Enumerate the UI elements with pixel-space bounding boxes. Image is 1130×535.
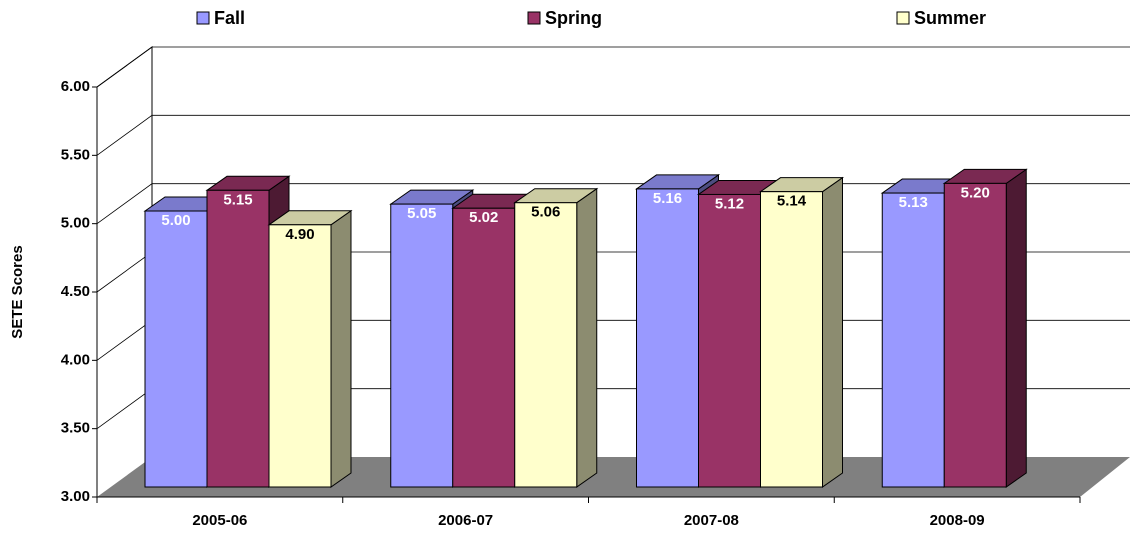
y-tick-label: 4.00 xyxy=(61,351,90,368)
legend-label: Fall xyxy=(214,8,245,28)
bar xyxy=(267,209,353,488)
legend-label: Spring xyxy=(545,8,602,28)
y-tick-label: 5.00 xyxy=(61,215,90,232)
wall-edge xyxy=(96,46,153,457)
bar-front xyxy=(452,207,516,488)
bar xyxy=(758,176,845,488)
legend-swatch xyxy=(527,11,541,25)
value-label: 5.14 xyxy=(777,193,807,210)
legend-swatch xyxy=(196,11,210,25)
y-tick-label: 3.00 xyxy=(61,488,90,505)
bar-front xyxy=(206,189,270,488)
x-tick-label: 2007-08 xyxy=(684,512,739,529)
value-label: 5.02 xyxy=(469,209,498,226)
bar-front xyxy=(881,192,945,488)
bar xyxy=(942,168,1028,488)
x-tick-label: 2005-06 xyxy=(192,512,247,529)
bar-side xyxy=(822,176,843,488)
bar-front xyxy=(390,203,454,488)
y-tick-label: 3.50 xyxy=(61,420,90,437)
value-label: 5.15 xyxy=(223,191,252,208)
bar-front xyxy=(943,182,1007,488)
bar xyxy=(513,187,599,488)
value-label: 5.13 xyxy=(899,194,928,211)
grid-line xyxy=(96,46,1130,88)
y-axis-title: SETE Scores xyxy=(9,245,26,338)
bar-front xyxy=(514,202,578,488)
bar-front xyxy=(760,191,823,488)
value-label: 5.06 xyxy=(531,204,560,221)
value-label: 5.00 xyxy=(161,212,190,229)
y-tick-label: 4.50 xyxy=(61,283,90,300)
y-tick-label: 5.50 xyxy=(61,146,90,163)
value-label: 5.20 xyxy=(961,184,990,201)
y-tick-label: 6.00 xyxy=(61,78,90,95)
value-label: 5.05 xyxy=(407,205,436,222)
floor xyxy=(97,457,1130,497)
x-tick-label: 2008-09 xyxy=(930,512,985,529)
bar-side xyxy=(330,209,352,488)
legend-swatch xyxy=(896,11,910,25)
grid-line xyxy=(96,114,1130,156)
bar-side xyxy=(576,187,598,488)
legend-label: Summer xyxy=(914,8,986,28)
value-label: 4.90 xyxy=(285,226,314,243)
bar-front xyxy=(636,188,699,488)
bar-side xyxy=(1005,168,1027,488)
value-label: 5.12 xyxy=(715,195,744,212)
bar-front xyxy=(268,224,332,488)
value-label: 5.16 xyxy=(653,190,682,207)
bar-front xyxy=(144,210,208,488)
x-tick-label: 2006-07 xyxy=(438,512,493,529)
bar-front xyxy=(698,193,761,488)
